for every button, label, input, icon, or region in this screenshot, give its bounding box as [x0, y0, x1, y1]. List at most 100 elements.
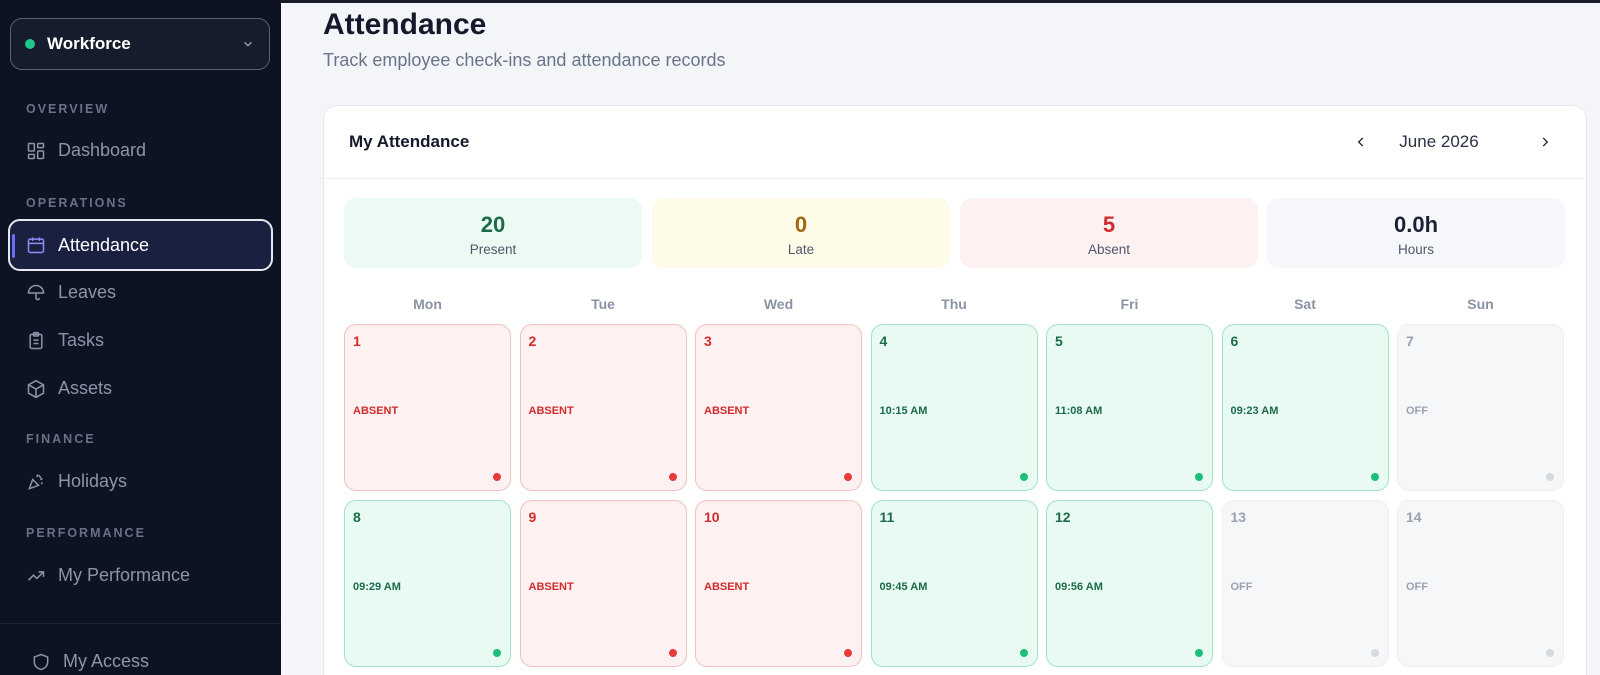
next-month-button[interactable]	[1533, 130, 1557, 154]
sidebar-item-label: Assets	[58, 378, 113, 398]
stat-late: 0 Late	[652, 198, 950, 268]
stat-label: Absent	[1087, 242, 1131, 257]
status-dot	[493, 648, 501, 657]
workspace-switcher[interactable]: Workforce	[10, 18, 270, 70]
weekday-header: Tue	[591, 296, 615, 312]
stat-absent: 5 Absent	[960, 198, 1258, 268]
status-dot	[493, 473, 501, 481]
weekday-header: Thu	[941, 296, 967, 312]
stat-value: 0.0h	[1393, 212, 1439, 237]
shield-icon	[33, 653, 49, 670]
top-bar	[281, 0, 1600, 3]
stat-value: 5	[1102, 212, 1116, 237]
calendar-day[interactable]: 2 ABSENT	[519, 324, 687, 491]
card-header: My Attendance June 2026	[324, 106, 1586, 179]
day-number: 14	[1406, 508, 1422, 525]
stat-hours: 0.0h Hours	[1267, 198, 1565, 268]
sidebar-item-label: Tasks	[58, 330, 105, 350]
weekday-header: Sun	[1467, 296, 1494, 312]
sidebar-item-dashboard[interactable]: Dashboard	[26, 140, 146, 161]
weekday-header: Sat	[1294, 296, 1316, 312]
status-dot	[1370, 473, 1379, 481]
stat-label: Present	[469, 242, 517, 257]
sidebar-divider	[0, 623, 281, 624]
day-status: 09:45 AM	[879, 580, 928, 593]
calendar-day[interactable]: 8 09:29 AM	[344, 499, 511, 667]
section-finance: FINANCE	[26, 432, 96, 446]
weekday-header: Wed	[763, 296, 794, 312]
calendar-day[interactable]: 6 09:23 AM	[1221, 324, 1389, 491]
sidebar-item-tasks[interactable]: Tasks	[26, 330, 104, 351]
day-number: 4	[879, 333, 888, 349]
calendar-day[interactable]: 5 11:08 AM	[1046, 324, 1213, 491]
sidebar-item-label: Holidays	[58, 471, 128, 491]
chevron-right-icon	[1542, 137, 1549, 147]
calendar-day[interactable]: 7 OFF	[1397, 324, 1564, 491]
workspace-name: Workforce	[47, 34, 131, 53]
calendar-day[interactable]: 4 10:15 AM	[870, 324, 1038, 491]
sidebar-item-leaves[interactable]: Leaves	[26, 282, 116, 303]
day-status: 11:08 AM	[1055, 405, 1103, 417]
day-status: OFF	[1406, 405, 1428, 417]
page-subtitle: Track employee check-ins and attendance …	[323, 50, 726, 70]
status-dot	[668, 473, 677, 481]
day-number: 10	[704, 508, 720, 525]
calendar-day[interactable]: 1 ABSENT	[344, 324, 511, 491]
calendar-day[interactable]: 13 OFF	[1221, 499, 1389, 667]
calendar-day[interactable]: 12 09:56 AM	[1046, 499, 1213, 667]
sidebar-item-my-access[interactable]: My Access	[31, 651, 149, 672]
prev-month-button[interactable]	[1349, 130, 1373, 154]
weekday-header: Fri	[1120, 296, 1139, 312]
sidebar-item-label: Dashboard	[58, 140, 147, 160]
status-dot	[1195, 648, 1203, 657]
stat-label: Late	[787, 242, 815, 257]
page-title: Attendance	[323, 8, 487, 41]
sidebar-item-my-performance[interactable]: My Performance	[26, 565, 190, 586]
day-number: 5	[1055, 333, 1063, 349]
sidebar-item-label: Attendance	[58, 234, 150, 255]
day-number: 12	[1055, 508, 1071, 525]
attendance-card: My Attendance June 2026 20 Present 0 Late 5 A…	[323, 105, 1587, 675]
day-status: OFF	[1406, 580, 1428, 593]
umbrella-icon	[27, 284, 45, 300]
day-number: 8	[353, 508, 361, 525]
section-operations: OPERATIONS	[26, 196, 128, 210]
sidebar-item-assets[interactable]: Assets	[26, 378, 112, 399]
sidebar-item-attendance[interactable]: Attendance	[8, 219, 273, 271]
current-month: June 2026	[1399, 132, 1479, 151]
calendar-day[interactable]: 3 ABSENT	[695, 324, 862, 491]
calendar-day[interactable]: 9 ABSENT	[519, 499, 687, 667]
stat-value: 20	[480, 212, 506, 237]
day-number: 7	[1406, 333, 1414, 349]
sidebar-item-holidays[interactable]: Holidays	[26, 471, 127, 492]
calendar-day[interactable]: 10 ABSENT	[695, 499, 862, 667]
day-status: 10:15 AM	[879, 405, 928, 417]
weekday-header: Mon	[413, 296, 442, 312]
stat-label: Hours	[1397, 242, 1434, 257]
day-status: ABSENT	[353, 405, 399, 417]
box-icon	[27, 379, 45, 398]
chevron-down-icon	[244, 41, 252, 47]
calendar-day[interactable]: 14 OFF	[1397, 499, 1564, 667]
status-dot	[1370, 648, 1379, 657]
day-number: 3	[704, 333, 712, 349]
sidebar: Workforce OVERVIEW Dashboard OPERATIONS …	[0, 0, 281, 675]
chevron-left-icon	[1357, 137, 1364, 147]
day-status: ABSENT	[528, 405, 574, 417]
calendar-day[interactable]: 11 09:45 AM	[870, 499, 1038, 667]
trending-up-icon	[27, 570, 45, 581]
status-dot	[1546, 473, 1554, 481]
sidebar-item-label: My Performance	[58, 565, 191, 585]
day-number: 9	[528, 508, 537, 525]
day-status: ABSENT	[704, 580, 750, 593]
day-status: OFF	[1230, 580, 1253, 593]
card-title: My Attendance	[349, 132, 470, 151]
day-number: 13	[1230, 508, 1247, 525]
sidebar-item-label: Leaves	[58, 282, 117, 302]
status-dot	[1546, 648, 1554, 657]
day-number: 2	[528, 333, 537, 349]
status-dot	[1195, 473, 1203, 481]
status-dot	[1019, 648, 1028, 657]
calendar-icon	[27, 237, 45, 254]
day-status: ABSENT	[704, 405, 750, 417]
